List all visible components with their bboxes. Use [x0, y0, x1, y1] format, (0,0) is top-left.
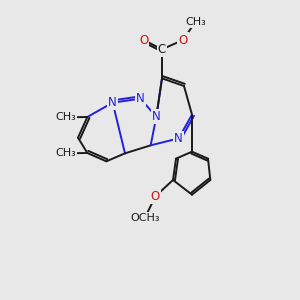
Text: N: N: [174, 132, 183, 145]
Text: CH₃: CH₃: [55, 112, 76, 122]
Text: N: N: [152, 110, 161, 123]
Text: OCH₃: OCH₃: [130, 213, 160, 223]
Text: O: O: [151, 190, 160, 203]
Text: O: O: [139, 34, 148, 46]
Text: C: C: [158, 43, 166, 56]
Text: O: O: [178, 34, 188, 46]
Text: CH₃: CH₃: [55, 148, 76, 158]
Text: O: O: [178, 34, 188, 46]
Text: CH₃: CH₃: [185, 17, 206, 27]
Text: O: O: [139, 34, 148, 46]
Text: N: N: [108, 96, 117, 109]
Text: N: N: [136, 92, 145, 105]
